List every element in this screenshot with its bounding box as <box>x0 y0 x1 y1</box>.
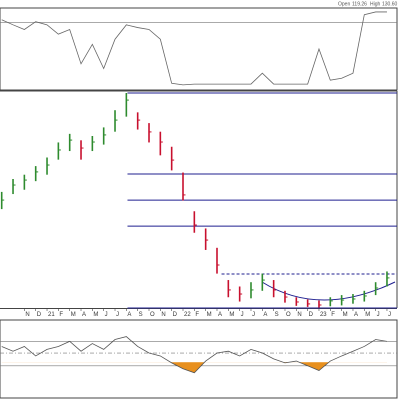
x-tick-label: M <box>343 312 348 318</box>
x-tick-label: A <box>82 312 86 318</box>
x-tick-label: 23 <box>320 312 327 318</box>
x-tick-label: M <box>229 312 234 318</box>
x-tick-label: J <box>377 312 380 318</box>
top-panel-frame <box>0 7 398 91</box>
x-tick-label: F <box>59 312 63 318</box>
indicator-line <box>1 11 387 86</box>
header-value: 119.26 <box>352 1 367 7</box>
oscillator-fill <box>1 362 387 373</box>
header-name: Open <box>338 1 350 7</box>
x-tick-label: J <box>252 312 255 318</box>
x-tick-label: 22 <box>184 312 191 318</box>
x-tick-label: S <box>275 312 279 318</box>
x-tick-label: A <box>263 312 267 318</box>
x-tick-label: J <box>241 312 244 318</box>
x-tick-label: N <box>161 312 165 318</box>
x-tick-label: O <box>150 312 155 318</box>
x-tick-label: A <box>127 312 131 318</box>
header-name: High <box>370 1 381 7</box>
x-tick-label: M <box>93 312 98 318</box>
x-tick-label: N <box>297 312 301 318</box>
x-tick-label: A <box>354 312 358 318</box>
x-tick-label: S <box>139 312 143 318</box>
x-tick-label: D <box>37 312 42 318</box>
indicator-line <box>1 336 388 374</box>
x-tick-label: M <box>207 312 212 318</box>
x-tick-label: D <box>309 312 314 318</box>
bottom-panel-frame <box>0 319 398 399</box>
x-tick-label: N <box>25 312 29 318</box>
x-tick-label: M <box>365 312 370 318</box>
x-tick-label: D <box>173 312 178 318</box>
x-tick-label: A <box>218 312 222 318</box>
x-tick-label: F <box>331 312 335 318</box>
x-tick-label: J <box>105 312 108 318</box>
x-tick-label: F <box>195 312 199 318</box>
header-value: 130.60 <box>382 1 398 7</box>
rounding-arc <box>261 281 396 301</box>
x-tick-label: J <box>388 312 391 318</box>
x-tick-label: 21 <box>48 312 55 318</box>
x-tick-label: J <box>116 312 119 318</box>
x-tick-label: O <box>286 312 291 318</box>
x-tick-label: M <box>71 312 76 318</box>
